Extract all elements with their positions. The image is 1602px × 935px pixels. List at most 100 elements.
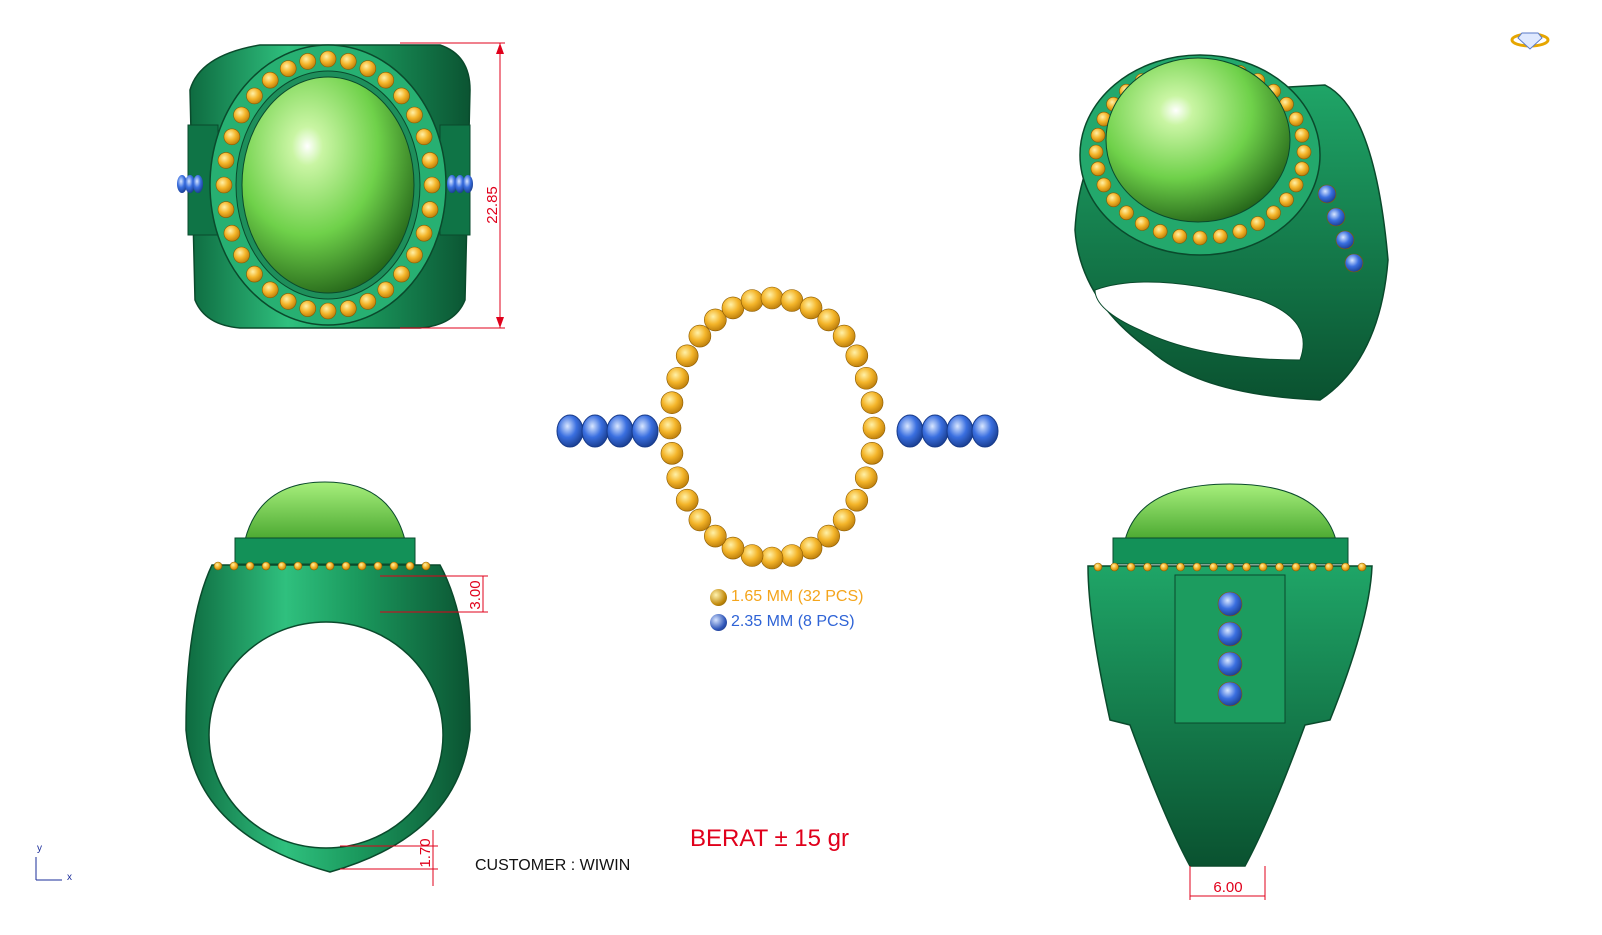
halo-stone [1126, 562, 1136, 572]
halo-stone [1172, 229, 1188, 244]
side-stone [896, 414, 924, 448]
halo-stone [1291, 562, 1301, 572]
side-stone [606, 414, 634, 448]
side-stone [1335, 230, 1355, 250]
halo-stone [760, 546, 784, 570]
top-view-halo [215, 50, 441, 320]
halo-stone [217, 201, 235, 218]
halo-stone [246, 265, 263, 283]
halo-stone [1152, 224, 1168, 239]
halo-stone [393, 87, 410, 105]
halo-stone [1176, 562, 1185, 572]
front-view-halo-stones [213, 561, 431, 571]
halo-stone [1225, 562, 1235, 572]
halo-stone [1192, 562, 1202, 572]
halo-stone [1192, 230, 1208, 246]
halo-stone [339, 300, 357, 317]
halo-stone [309, 561, 319, 571]
halo-stone [1134, 216, 1150, 231]
halo-stone [1088, 144, 1104, 160]
halo-stone [421, 561, 431, 571]
halo-stone [245, 561, 255, 571]
halo-stone [1275, 562, 1284, 572]
halo-stone [704, 308, 727, 332]
side-stone [1217, 681, 1243, 707]
halo-stone [279, 293, 297, 310]
perspective-view [1074, 54, 1389, 401]
side-view-halo-stones [1093, 562, 1367, 572]
halo-stone [721, 296, 745, 320]
halo-stone [658, 416, 682, 440]
shoulder-dimension [380, 575, 488, 613]
side-view: 6.00 [1087, 483, 1373, 900]
halo-stone [817, 524, 840, 548]
halo-stone [862, 416, 886, 440]
side-stone [1326, 207, 1346, 227]
halo-stone [832, 508, 856, 532]
halo-stone [261, 71, 279, 89]
front-view: 3.00 1.70 [185, 481, 488, 886]
axis-y-label: y [37, 843, 42, 854]
halo-stone [421, 201, 439, 218]
halo-stone [423, 176, 441, 194]
side-view-bezel [1112, 537, 1349, 565]
halo-stone [215, 176, 233, 194]
halo-stone [1288, 111, 1304, 127]
front-view-bezel [234, 537, 416, 565]
halo-stone [415, 224, 433, 242]
legend-blue-stones: 2.35 MM (8 PCS) [710, 613, 855, 631]
weight-label: BERAT ± 15 gr [690, 825, 850, 852]
halo-stone [799, 296, 823, 320]
halo-stone [1143, 562, 1152, 572]
halo-stone [406, 246, 423, 264]
halo-stone [860, 391, 884, 414]
halo-stone [217, 152, 235, 169]
halo-stone [406, 106, 423, 124]
side-stone [921, 414, 949, 448]
halo-stone [1232, 224, 1248, 239]
halo-stone [721, 536, 745, 560]
halo-stone [845, 488, 869, 512]
shank-bottom-dimension-label: 1.70 [417, 838, 434, 867]
halo-stone [860, 442, 884, 465]
stone-layout-blue-right [896, 414, 999, 448]
halo-stone [660, 391, 684, 414]
halo-stone [229, 561, 239, 571]
halo-stone [1096, 177, 1112, 193]
halo-stone [299, 53, 317, 70]
perspective-finger-hole [1094, 281, 1304, 361]
halo-stone [359, 293, 377, 310]
side-view-blue-stones [1217, 591, 1243, 707]
stone-layout-blue-left [556, 414, 659, 448]
halo-stone [299, 300, 317, 317]
axis-x-label: x [67, 872, 72, 883]
side-stone [1317, 184, 1337, 204]
legend-blue-label: 2.35 MM (8 PCS) [731, 613, 855, 630]
halo-stone [373, 561, 383, 571]
halo-stone [261, 281, 279, 299]
halo-stone [1357, 562, 1367, 572]
customer-label: CUSTOMER : WIWIN [475, 857, 631, 874]
ring-logo-icon [1510, 32, 1550, 50]
halo-stone [233, 246, 250, 264]
halo-stone [1294, 161, 1310, 177]
halo-stone [415, 128, 433, 146]
halo-stone [1266, 205, 1281, 221]
halo-stone [780, 544, 804, 567]
front-view-dome [244, 481, 406, 541]
halo-stone [341, 561, 351, 571]
top-view-cabochon [241, 76, 415, 294]
side-stone [971, 414, 999, 448]
stone-layout-gold-halo [658, 286, 886, 570]
axis-indicator [35, 857, 62, 881]
halo-stone [1106, 192, 1121, 208]
perspective-cabochon [1105, 57, 1291, 223]
halo-stone [1090, 161, 1106, 177]
halo-stone [1209, 562, 1218, 572]
side-stone [1344, 253, 1364, 273]
halo-stone [1294, 127, 1310, 143]
halo-stone [1341, 562, 1350, 572]
halo-stone [1308, 562, 1317, 572]
halo-stone [1258, 562, 1268, 572]
legend-gold-stones: 1.65 MM (32 PCS) [710, 588, 863, 606]
